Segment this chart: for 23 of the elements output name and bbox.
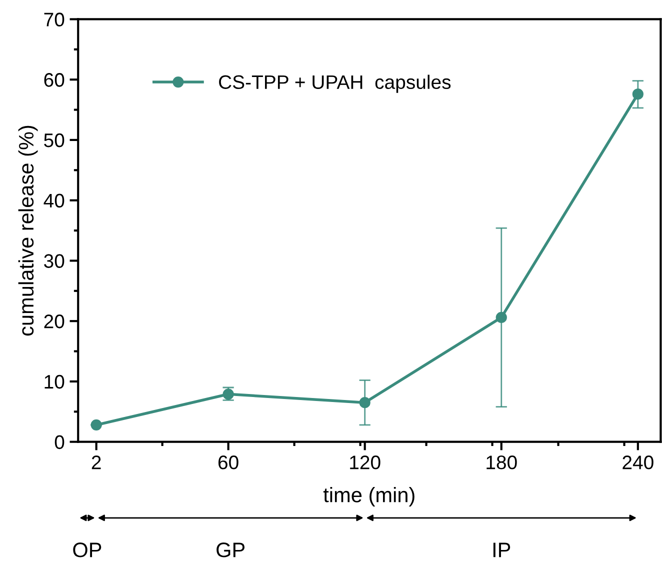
x-tick-label: 2	[92, 456, 101, 470]
x-tick-label: 240	[622, 456, 654, 470]
y-tick-label: 30	[44, 254, 64, 268]
y-tick-label: 40	[44, 194, 64, 208]
legend-label: CS-TPP + UPAH capsules	[219, 74, 451, 93]
text: GP	[216, 542, 245, 558]
y-tick-label: 10	[44, 374, 64, 389]
point	[632, 88, 644, 100]
y-tick-label: 50	[44, 133, 64, 148]
text: OP	[73, 542, 102, 558]
x-axis-title: time (min)	[323, 487, 414, 506]
x-tick-label: 180	[486, 456, 517, 470]
point	[90, 419, 102, 430]
y-tick-label: 0	[54, 435, 64, 450]
x-tick-label: 120	[350, 456, 380, 470]
y-tick-label: 60	[44, 73, 64, 87]
point	[359, 397, 370, 408]
y-tick-label: 70	[44, 12, 64, 26]
y-tick-label: 20	[44, 314, 64, 328]
x-tick-label: 60	[218, 456, 238, 470]
y-axis-title: cumulative release (%)	[18, 126, 38, 336]
text: IP	[493, 542, 510, 558]
point	[496, 312, 507, 324]
